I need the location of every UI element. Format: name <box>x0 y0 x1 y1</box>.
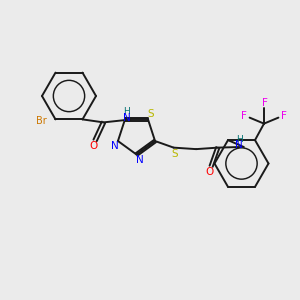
Text: Br: Br <box>36 116 46 126</box>
Text: H: H <box>123 107 130 116</box>
Text: S: S <box>148 109 154 119</box>
Text: F: F <box>262 98 268 108</box>
Text: F: F <box>241 111 247 122</box>
Text: N: N <box>136 155 143 165</box>
Text: O: O <box>205 167 214 177</box>
Text: N: N <box>123 112 130 123</box>
Text: O: O <box>89 141 98 151</box>
Text: N: N <box>236 140 243 150</box>
Text: N: N <box>111 141 119 152</box>
Text: F: F <box>281 111 287 122</box>
Text: S: S <box>172 148 178 159</box>
Text: H: H <box>236 135 243 144</box>
